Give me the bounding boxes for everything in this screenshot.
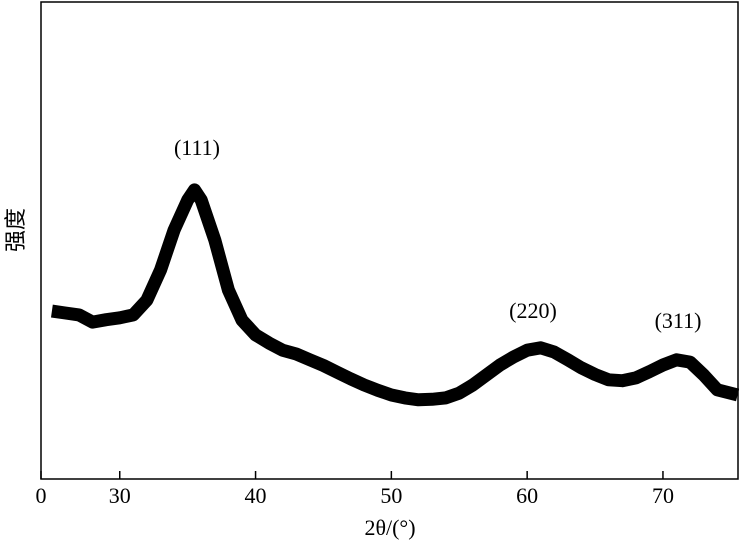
- x-tick-label: 40: [245, 483, 267, 508]
- x-tick-label: 70: [652, 483, 674, 508]
- plot-frame: [40, 1, 739, 480]
- x-axis-label: 2θ/(°): [364, 515, 415, 540]
- x-tick-label: 50: [380, 483, 402, 508]
- data-line: [50, 183, 739, 407]
- peak-label: (311): [655, 308, 702, 333]
- peak-label: (111): [174, 135, 220, 160]
- x-tick-label: 30: [109, 483, 131, 508]
- x-tick-label: 60: [516, 483, 538, 508]
- y-axis-label: 强度: [3, 208, 28, 252]
- x-tick-label: 0: [36, 483, 47, 508]
- peak-label: (220): [509, 298, 557, 323]
